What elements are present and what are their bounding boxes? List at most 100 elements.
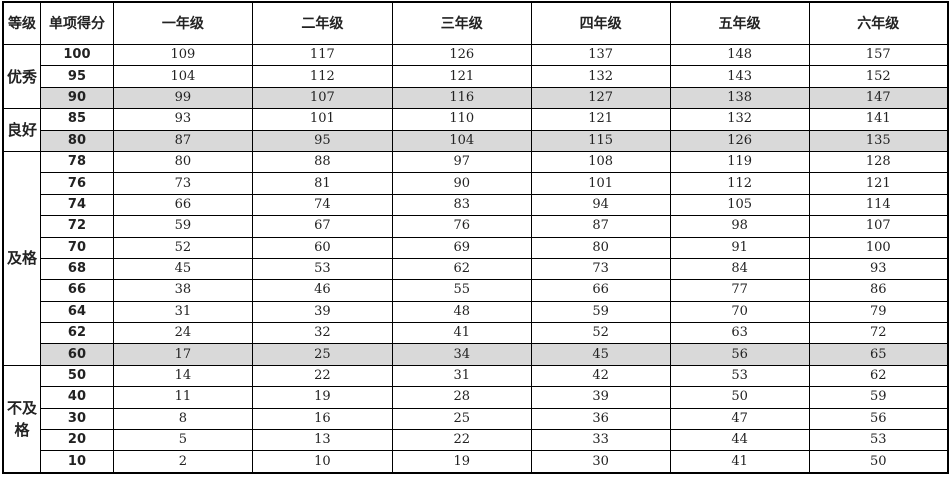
score-cell: 10 [39,450,114,474]
value-cell: 108 [530,150,671,174]
table-row: 70 52 60 69 80 91 100 [3,236,949,259]
value-cell: 116 [391,86,532,110]
value-cell: 87 [530,215,671,238]
value-cell: 72 [808,322,949,345]
value-cell: 101 [530,172,671,195]
table-row: 良好 85 93 101 110 121 132 141 [2,108,949,152]
value-cell: 121 [391,65,532,88]
value-cell: 110 [391,108,532,131]
table-row: 40 11 19 28 39 50 59 [3,386,949,409]
value-cell: 53 [808,429,949,452]
value-cell: 70 [669,300,810,324]
header-grade: 三年级 [391,1,532,45]
value-cell: 132 [669,108,810,131]
value-cell: 127 [530,86,671,110]
value-cell: 104 [391,129,532,152]
value-cell: 90 [391,172,532,195]
value-cell: 30 [530,450,671,474]
table-row: 90 99 107 116 127 138 147 [3,86,949,110]
value-cell: 59 [530,300,671,324]
value-cell: 28 [391,386,532,409]
value-cell: 114 [808,193,949,217]
score-cell: 76 [39,172,114,195]
value-cell: 53 [669,364,810,388]
value-cell: 31 [112,300,253,324]
level-cell: 良好 [2,108,41,152]
value-cell: 99 [112,86,253,110]
header-grade: 一年级 [112,1,253,45]
value-cell: 22 [391,429,532,452]
value-cell: 22 [251,364,393,388]
value-cell: 50 [669,386,810,409]
value-cell: 41 [391,322,532,345]
value-cell: 25 [251,343,393,366]
value-cell: 148 [669,43,810,67]
value-cell: 141 [808,108,949,131]
score-cell: 80 [39,129,114,152]
value-cell: 126 [669,129,810,152]
value-cell: 67 [251,215,393,238]
value-cell: 107 [251,86,393,110]
value-cell: 66 [530,279,671,302]
score-cell: 90 [39,86,114,110]
value-cell: 80 [530,236,671,259]
table-row: 60 17 25 34 45 56 65 [3,343,949,366]
value-cell: 117 [251,43,393,67]
table-row: 20 5 13 22 33 44 53 [3,429,949,452]
score-cell: 30 [39,407,114,431]
value-cell: 62 [391,257,532,281]
score-cell: 74 [39,193,114,217]
score-cell: 100 [39,43,114,67]
table-row: 66 38 46 55 66 77 86 [3,279,949,302]
value-cell: 55 [391,279,532,302]
value-cell: 59 [808,386,949,409]
table-row: 68 45 53 62 73 84 93 [3,257,949,281]
value-cell: 5 [112,429,253,452]
value-cell: 109 [112,43,253,67]
header-grade: 二年级 [251,1,393,45]
table-row: 不及格 50 14 22 31 42 53 62 [2,364,949,474]
value-cell: 16 [251,407,393,431]
value-cell: 91 [669,236,810,259]
value-cell: 73 [530,257,671,281]
value-cell: 13 [251,429,393,452]
table-row: 72 59 67 76 87 98 107 [3,215,949,238]
value-cell: 121 [530,108,671,131]
value-cell: 112 [251,65,393,88]
value-cell: 19 [251,386,393,409]
value-cell: 76 [391,215,532,238]
score-cell: 50 [39,364,114,388]
value-cell: 31 [391,364,532,388]
value-cell: 11 [112,386,253,409]
value-cell: 65 [808,343,949,366]
table-row: 76 73 81 90 101 112 121 [3,172,949,195]
value-cell: 84 [669,257,810,281]
value-cell: 112 [669,172,810,195]
value-cell: 39 [251,300,393,324]
value-cell: 104 [112,65,253,88]
score-cell: 60 [39,343,114,366]
value-cell: 95 [251,129,393,152]
value-cell: 62 [808,364,949,388]
score-cell: 70 [39,236,114,259]
value-cell: 33 [530,429,671,452]
value-cell: 94 [530,193,671,217]
level-cell: 及格 [2,150,41,366]
value-cell: 79 [808,300,949,324]
value-cell: 77 [669,279,810,302]
table-row: 10 2 10 19 30 41 50 [3,450,949,474]
value-cell: 60 [251,236,393,259]
value-cell: 56 [808,407,949,431]
value-cell: 121 [808,172,949,195]
value-cell: 44 [669,429,810,452]
value-cell: 147 [808,86,949,110]
value-cell: 24 [112,322,253,345]
value-cell: 17 [112,343,253,366]
value-cell: 39 [530,386,671,409]
level-cell: 不及格 [2,364,41,474]
value-cell: 138 [669,86,810,110]
value-cell: 88 [251,150,393,174]
value-cell: 126 [391,43,532,67]
value-cell: 48 [391,300,532,324]
